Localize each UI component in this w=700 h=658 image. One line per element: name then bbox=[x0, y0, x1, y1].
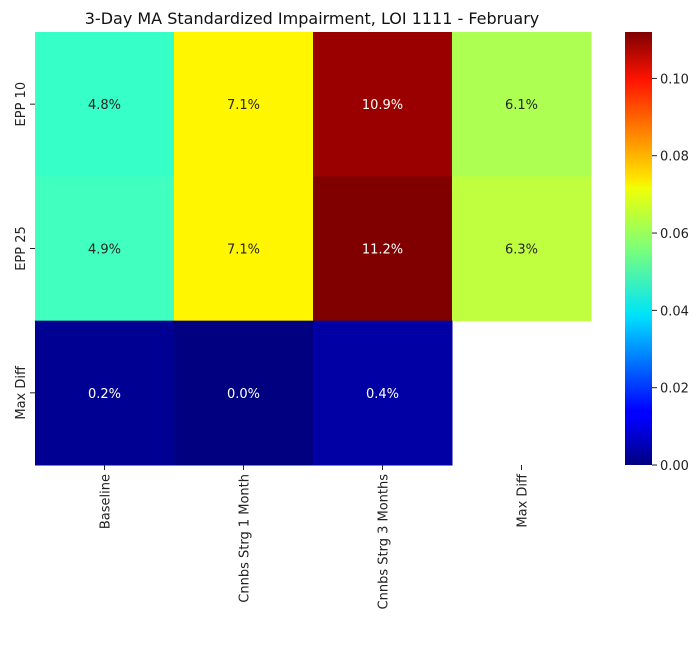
y-tick-label: EPP 25 bbox=[14, 226, 29, 271]
heatmap-cell bbox=[313, 176, 453, 322]
cell-value-label: 11.2% bbox=[362, 243, 403, 258]
chart-title: 3-Day MA Standardized Impairment, LOI 11… bbox=[85, 9, 540, 28]
cell-value-label: 4.9% bbox=[88, 243, 121, 258]
heatmap-cell bbox=[35, 32, 175, 177]
x-axis: Baseline Cnnbs Strg 1 Month Cnnbs Strg 3 M… bbox=[99, 465, 531, 609]
colorbar-tick-label: 0.06 bbox=[660, 227, 689, 242]
cell-value-label: 7.1% bbox=[227, 243, 260, 258]
x-tick-label: Baseline bbox=[99, 474, 114, 529]
cell-value-label: 7.1% bbox=[227, 98, 260, 113]
y-axis: EPP 10 EPP 25 Max Diff bbox=[14, 82, 35, 420]
heatmap-cell bbox=[174, 32, 314, 177]
y-tick-label: EPP 10 bbox=[14, 82, 29, 127]
x-tick-label: Cnnbs Strg 3 Months bbox=[377, 474, 392, 610]
cell-value-label: 0.4% bbox=[366, 387, 399, 402]
cell-value-label: 0.0% bbox=[227, 387, 260, 402]
heatmap-cell bbox=[452, 176, 592, 322]
heatmap-cell bbox=[35, 176, 175, 322]
colorbar bbox=[625, 32, 652, 465]
heatmap-cell bbox=[174, 320, 314, 466]
colorbar-tick-label: 0.00 bbox=[660, 459, 689, 474]
cell-value-label: 6.3% bbox=[505, 243, 538, 258]
heatmap-cell bbox=[313, 320, 453, 466]
x-tick-label: Max Diff bbox=[516, 473, 531, 528]
heatmap-cell bbox=[174, 176, 314, 322]
cell-value-label: 4.8% bbox=[88, 98, 121, 113]
heatmap-cell bbox=[35, 320, 175, 466]
colorbar-ticks: 0.00 0.02 0.04 0.06 0.08 0.10 bbox=[652, 72, 689, 474]
heatmap-cell-labels: 4.8% 7.1% 10.9% 6.1% 4.9% 7.1% 11.2% 6.3% 0.2% 0.… bbox=[88, 98, 538, 402]
colorbar-tick-label: 0.04 bbox=[660, 304, 689, 319]
heatmap-cell bbox=[452, 32, 592, 177]
colorbar-gradient bbox=[625, 32, 652, 465]
cell-value-label: 6.1% bbox=[505, 98, 538, 113]
heatmap-cell bbox=[313, 32, 453, 177]
cell-value-label: 10.9% bbox=[362, 98, 403, 113]
colorbar-tick-label: 0.08 bbox=[660, 150, 689, 165]
y-tick-label: Max Diff bbox=[14, 365, 29, 420]
colorbar-tick-label: 0.10 bbox=[660, 72, 689, 87]
cell-value-label: 0.2% bbox=[88, 387, 121, 402]
colorbar-tick-label: 0.02 bbox=[660, 382, 689, 397]
heatmap-cells bbox=[35, 32, 592, 466]
x-tick-label: Cnnbs Strg 1 Month bbox=[238, 474, 253, 603]
